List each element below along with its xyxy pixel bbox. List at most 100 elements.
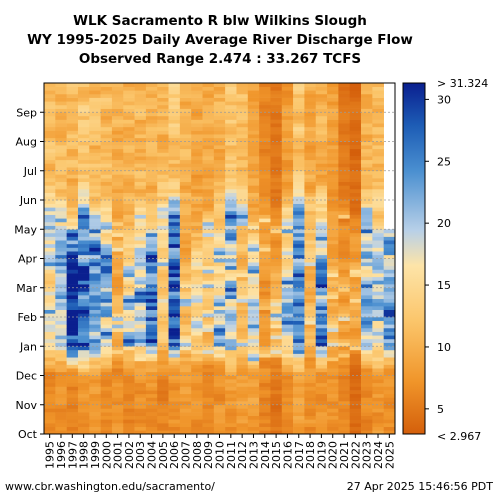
- heatmap-cell: [293, 163, 305, 168]
- heatmap-cell: [338, 108, 351, 113]
- heatmap-cell: [361, 221, 373, 226]
- heatmap-cell: [44, 419, 56, 424]
- heatmap-cell: [168, 86, 181, 91]
- heatmap-cell: [111, 134, 124, 139]
- heatmap-cell: [66, 196, 79, 201]
- heatmap-cell: [236, 207, 249, 212]
- heatmap-cell: [157, 240, 169, 245]
- heatmap-cell: [270, 390, 283, 395]
- heatmap-cell: [315, 291, 328, 296]
- heatmap-cell: [338, 265, 351, 270]
- heatmap-cell: [145, 196, 158, 201]
- heatmap-cell: [55, 123, 67, 128]
- heatmap-cell: [270, 393, 283, 398]
- heatmap-cell: [259, 214, 271, 219]
- heatmap-cell: [372, 97, 384, 102]
- heatmap-cell: [202, 126, 215, 131]
- heatmap-cell: [236, 174, 249, 179]
- heatmap-cell: [123, 254, 135, 259]
- heatmap-cell: [213, 331, 226, 336]
- heatmap-cell: [191, 375, 203, 380]
- heatmap-cell: [327, 225, 339, 230]
- heatmap-cell: [111, 375, 124, 380]
- heatmap-cell: [304, 247, 317, 252]
- heatmap-cell: [55, 287, 67, 292]
- heatmap-cell: [361, 97, 373, 102]
- heatmap-cell: [77, 393, 90, 398]
- heatmap-cell: [111, 401, 124, 406]
- heatmap-cell: [259, 353, 271, 358]
- heatmap-cell: [191, 284, 203, 289]
- heatmap-cell: [179, 108, 192, 113]
- heatmap-cell: [145, 203, 158, 208]
- heatmap-cell: [213, 243, 226, 248]
- heatmap-cell: [111, 368, 124, 373]
- heatmap-cell: [77, 123, 90, 128]
- heatmap-cell: [44, 393, 56, 398]
- heatmap-cell: [123, 243, 135, 248]
- heatmap-cell: [293, 371, 305, 376]
- heatmap-cell: [349, 262, 362, 267]
- heatmap-cell: [100, 368, 113, 373]
- heatmap-cell: [338, 101, 351, 106]
- heatmap-cell: [270, 295, 283, 300]
- heatmap-cell: [338, 295, 351, 300]
- heatmap-cell: [236, 108, 249, 113]
- heatmap-cell: [66, 313, 79, 318]
- heatmap-cell: [372, 276, 384, 281]
- heatmap-cell: [270, 397, 283, 402]
- heatmap-cell: [315, 265, 328, 270]
- heatmap-cell: [44, 368, 56, 373]
- heatmap-cell: [123, 415, 135, 420]
- heatmap-cell: [225, 163, 237, 168]
- heatmap-cell: [77, 108, 90, 113]
- heatmap-cell: [168, 214, 181, 219]
- heatmap-cell: [55, 156, 67, 161]
- heatmap-cell: [191, 225, 203, 230]
- heatmap-cell: [281, 251, 294, 256]
- heatmap-cell: [202, 196, 215, 201]
- heatmap-cell: [327, 203, 339, 208]
- heatmap-cell: [179, 83, 192, 87]
- heatmap-cell: [236, 379, 249, 384]
- heatmap-cell: [349, 412, 362, 417]
- heatmap-cell: [213, 159, 226, 164]
- heatmap-cell: [383, 280, 396, 285]
- heatmap-cell: [304, 115, 317, 120]
- heatmap-cell: [191, 430, 203, 435]
- heatmap-cell: [157, 404, 169, 409]
- heatmap-cell: [327, 401, 339, 406]
- heatmap-cell: [55, 273, 67, 278]
- heatmap-cell: [293, 159, 305, 164]
- heatmap-cell: [55, 200, 67, 204]
- heatmap-cell: [304, 145, 317, 150]
- heatmap-cell: [100, 115, 113, 120]
- heatmap-cell: [55, 298, 67, 303]
- heatmap-cell: [259, 86, 271, 91]
- heatmap-cell: [304, 152, 317, 157]
- heatmap-cell: [66, 353, 79, 358]
- heatmap-cell: [44, 327, 56, 332]
- heatmap-cell: [259, 90, 271, 95]
- heatmap-cell: [111, 360, 124, 365]
- heatmap-cell: [361, 342, 373, 347]
- heatmap-cell: [134, 419, 147, 424]
- heatmap-cell: [315, 108, 328, 113]
- heatmap-cell: [304, 192, 317, 197]
- heatmap-cell: [236, 393, 249, 398]
- heatmap-cell: [44, 181, 56, 186]
- heatmap-cell: [191, 189, 203, 193]
- heatmap-cell: [315, 159, 328, 164]
- heatmap-cell: [191, 192, 203, 197]
- heatmap-cell: [191, 317, 203, 321]
- heatmap-cell: [315, 331, 328, 336]
- heatmap-cell: [157, 335, 169, 340]
- heatmap-cell: [225, 83, 237, 87]
- heatmap-cell: [44, 386, 56, 391]
- heatmap-cell: [327, 251, 339, 256]
- heatmap-cell: [315, 371, 328, 376]
- heatmap-cell: [293, 262, 305, 267]
- heatmap-cell: [66, 346, 79, 351]
- heatmap-cell: [236, 200, 249, 204]
- heatmap-cell: [315, 327, 328, 332]
